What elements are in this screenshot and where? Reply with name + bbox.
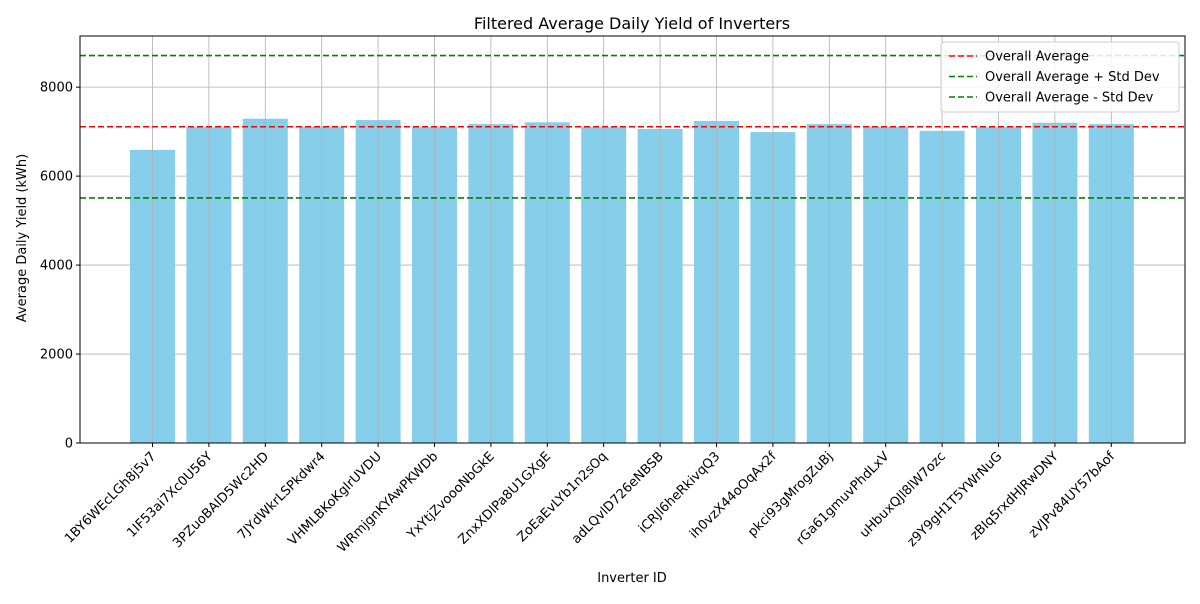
x-tick-label: ZnxXDlPa8U1GXgE <box>456 449 554 547</box>
chart-title: Filtered Average Daily Yield of Inverter… <box>474 14 790 33</box>
y-axis-label: Average Daily Yield (kWh) <box>15 154 30 322</box>
x-tick-label: 1BY6WEcLGh8j5v7 <box>62 449 159 546</box>
legend-label: Overall Average <box>985 50 1089 65</box>
legend-label: Overall Average - Std Dev <box>985 91 1154 106</box>
x-tick-label: WRmjgnKYAwPKWDb <box>335 449 442 556</box>
y-tick-label: 6000 <box>40 170 73 185</box>
bars <box>130 118 1134 444</box>
legend-label: Overall Average + Std Dev <box>985 70 1160 85</box>
x-tick-label: adLQvlD726eNBSB <box>569 449 667 547</box>
y-tick-label: 4000 <box>40 259 73 274</box>
legend-box <box>940 41 1180 113</box>
y-tick-label: 2000 <box>40 348 73 363</box>
x-tick-label: 3PZuoBAID5Wc2HD <box>170 449 272 551</box>
y-axis-ticks: 0 2000 4000 6000 8000 <box>40 81 80 452</box>
x-tick-label: VHMLBKoKgIrUVDU <box>285 449 385 549</box>
legend: Overall Average Overall Average + Std Dev… <box>940 41 1180 113</box>
x-tick-label: rGa61gmuvPhdLxV <box>794 449 893 548</box>
x-axis-ticks: 1BY6WEcLGh8j5v71IF53ai7Xc0U56Y3PZuoBAID5… <box>62 443 1118 556</box>
vertical-grid-lines <box>152 36 1112 443</box>
y-tick-label: 0 <box>65 437 73 452</box>
x-tick-label: z9Y9gH1T5YWrNuG <box>905 449 1006 550</box>
plot-frame <box>79 35 1186 444</box>
x-axis-label: Inverter ID <box>597 571 667 586</box>
y-tick-label: 8000 <box>40 81 73 96</box>
